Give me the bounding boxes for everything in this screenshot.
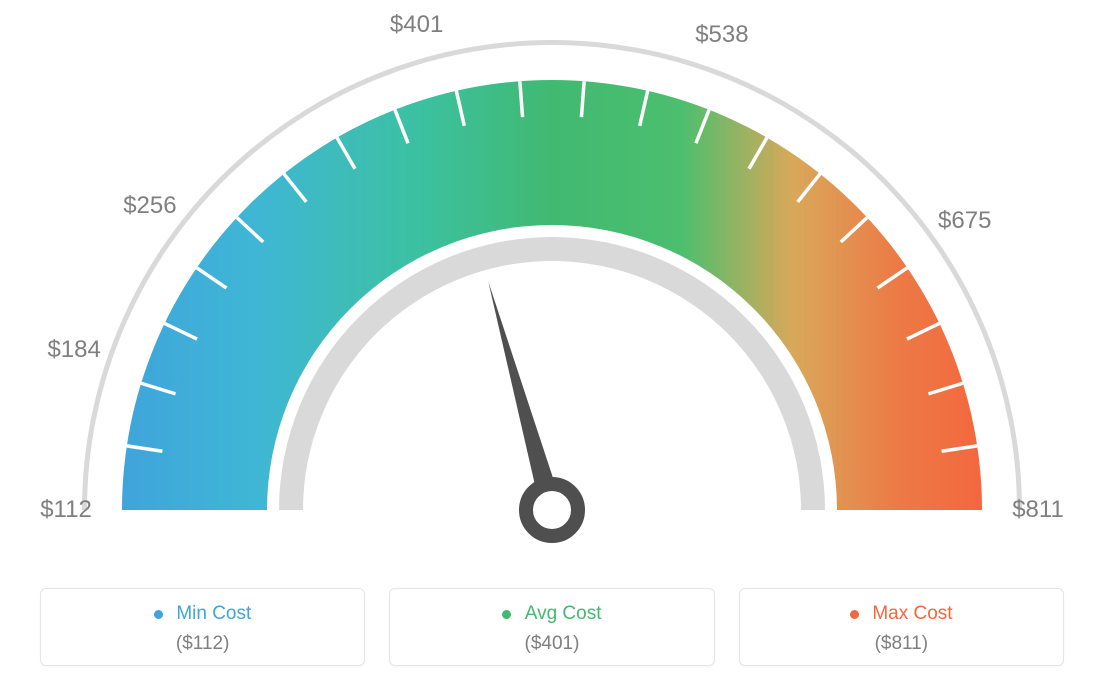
legend-avg-dot bbox=[502, 610, 511, 619]
legend-avg-label: Avg Cost bbox=[525, 603, 602, 624]
legend-min-dot bbox=[154, 610, 163, 619]
tick-label: $811 bbox=[1012, 496, 1064, 524]
tick-label: $112 bbox=[40, 496, 92, 524]
legend-max: Max Cost ($811) bbox=[739, 588, 1064, 666]
cost-gauge-widget: $112 $184 $256 $401 $538 $675 $811 Min Cost ($… bbox=[0, 0, 1104, 690]
gauge-svg bbox=[0, 0, 1104, 560]
legend-max-dot bbox=[850, 610, 859, 619]
legend-min: Min Cost ($112) bbox=[40, 588, 365, 666]
tick-label: $184 bbox=[47, 336, 100, 364]
legend-max-label: Max Cost bbox=[872, 603, 952, 624]
legend-max-value: ($811) bbox=[740, 633, 1063, 655]
legend-row: Min Cost ($112) Avg Cost ($401) Max Cost… bbox=[40, 588, 1064, 666]
legend-avg-title: Avg Cost bbox=[390, 603, 713, 625]
legend-avg: Avg Cost ($401) bbox=[389, 588, 714, 666]
tick-label: $538 bbox=[695, 21, 748, 49]
legend-min-value: ($112) bbox=[41, 633, 364, 655]
legend-max-title: Max Cost bbox=[740, 603, 1063, 625]
tick-label: $675 bbox=[938, 207, 991, 235]
legend-min-title: Min Cost bbox=[41, 603, 364, 625]
legend-avg-value: ($401) bbox=[390, 633, 713, 655]
gauge-chart: $112 $184 $256 $401 $538 $675 $811 bbox=[0, 0, 1104, 560]
legend-min-label: Min Cost bbox=[176, 603, 251, 624]
tick-label: $401 bbox=[390, 11, 443, 39]
tick-label: $256 bbox=[123, 192, 176, 220]
